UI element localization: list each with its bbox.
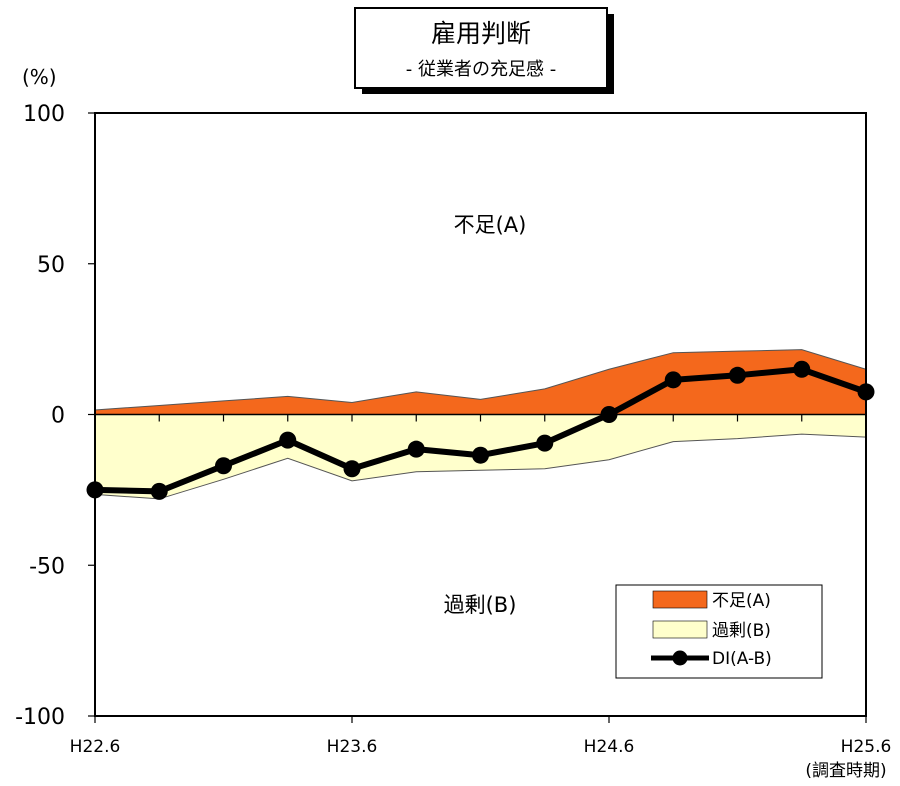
x-tick-label: H23.6 [327, 737, 378, 757]
legend-label-di: DI(A-B) [712, 649, 772, 669]
line-layer [86, 360, 875, 500]
title-box-frame [354, 7, 608, 89]
data-point [729, 366, 746, 384]
data-point [407, 440, 425, 458]
legend-swatch-shortage [652, 590, 708, 609]
y-tick-labels: 100 50 0 -50 -100 [15, 102, 65, 730]
y-tick-label: -50 [29, 554, 65, 579]
legend-swatch-excess [652, 620, 708, 639]
annotation-excess: 過剰(B) [444, 593, 517, 617]
x-tick-label: H22.6 [70, 737, 121, 757]
legend-frame [615, 584, 823, 679]
x-tick-label: H25.6 [841, 737, 892, 757]
data-point [536, 434, 554, 452]
title-box: 雇用判断 - 従業者の充足感 - [354, 7, 614, 94]
data-point [150, 482, 168, 500]
area-series-0 [94, 349, 867, 415]
annotation-shortage: 不足(A) [454, 213, 527, 237]
data-point [472, 446, 489, 464]
x-tick-labels: H22.6 H23.6 H24.6 H25.6 [70, 737, 892, 757]
y-tick-label: 0 [51, 404, 65, 429]
ticks-layer [88, 112, 867, 723]
y-tick-label: 50 [37, 253, 65, 278]
x-axis-unit-label: (調査時期) [805, 761, 886, 781]
x-tick-label: H24.6 [584, 737, 635, 757]
legend-label-shortage: 不足(A) [712, 591, 771, 611]
data-point [600, 406, 618, 423]
data-point [857, 383, 875, 401]
data-point [279, 431, 297, 449]
y-axis-unit-label: (%) [22, 65, 57, 89]
legend: 不足(A) 過剰(B) DI(A-B) [615, 584, 823, 679]
chart-subtitle: - 従業者の充足感 - [406, 59, 556, 80]
data-point [215, 457, 232, 475]
y-tick-label: 100 [23, 102, 65, 127]
legend-label-excess: 過剰(B) [712, 621, 771, 641]
data-point [793, 360, 811, 378]
y-tick-label: -100 [15, 705, 65, 730]
plot-frame [94, 112, 867, 717]
data-point [664, 371, 682, 389]
data-point [343, 460, 361, 478]
legend-marker-di [672, 650, 688, 666]
data-point [86, 481, 104, 499]
chart-title: 雇用判断 [431, 19, 531, 48]
